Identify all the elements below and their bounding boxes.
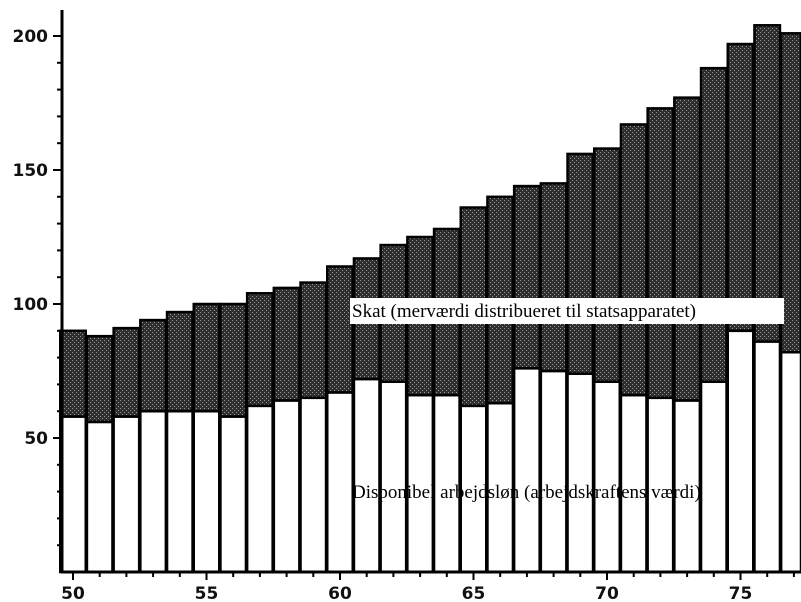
tax-bar [673, 96, 702, 402]
wage-bar [726, 329, 755, 574]
tick-labels: 50 100 150 200 50 55 60 65 70 75 [13, 27, 753, 602]
wage-bar [699, 380, 728, 574]
x-tick-label: 65 [462, 584, 486, 602]
tax-label-background [350, 298, 784, 324]
wage-bar [85, 420, 114, 574]
wage-bar [165, 409, 194, 574]
wage-bar [753, 340, 782, 574]
annotation-layer: Skat (merværdi distribueret til statsapp… [350, 298, 784, 503]
wage-bar [272, 399, 301, 574]
wage-bar [566, 372, 595, 574]
tax-bar [139, 318, 168, 413]
wage-bar [59, 415, 87, 574]
wage-bar [299, 396, 328, 574]
y-tick-label: 150 [13, 161, 49, 181]
tax-bar [272, 286, 301, 402]
wage-bar [352, 377, 381, 574]
tax-bar [619, 123, 648, 397]
tax-bar [299, 281, 328, 400]
tax-bar [539, 182, 568, 373]
tax-bar [726, 42, 755, 333]
tax-bar [699, 66, 728, 383]
tax-bar [165, 310, 194, 413]
wage-bar [112, 415, 141, 574]
axes [53, 10, 801, 580]
y-tick-label: 100 [13, 295, 49, 315]
tax-series-label: Skat (merværdi distribueret til statsapp… [352, 301, 696, 322]
tax-bar [512, 184, 541, 370]
tax-bar [646, 107, 675, 400]
tax-bar [245, 292, 274, 408]
tax-bar [85, 334, 114, 424]
x-tick-label: 75 [729, 584, 753, 602]
wage-bar [779, 350, 801, 574]
tax-bar [593, 147, 621, 383]
y-tick-label: 50 [24, 429, 48, 449]
tax-bar [326, 265, 354, 394]
wage-series-label: Disponibel arbejdsløn (arbejdskraftens v… [352, 482, 701, 503]
y-tick-label: 200 [13, 27, 49, 47]
x-tick-label: 50 [61, 584, 85, 602]
tax-bar [59, 329, 87, 418]
wage-bar [245, 404, 274, 574]
tax-bar [112, 326, 141, 418]
wage-bar [219, 415, 248, 574]
wage-bar [539, 369, 568, 574]
wage-bar [192, 409, 221, 574]
wage-bar [326, 391, 354, 574]
wage-bar [406, 393, 435, 574]
tax-bar [566, 152, 595, 375]
wage-bar [512, 367, 541, 574]
tax-bar [192, 302, 221, 413]
tax-bar [779, 32, 801, 354]
wage-bar [593, 380, 621, 574]
x-tick-label: 60 [328, 584, 352, 602]
wage-bar [379, 380, 408, 574]
x-tick-label: 55 [195, 584, 219, 602]
x-tick-label: 70 [595, 584, 619, 602]
wage-bar [139, 409, 168, 574]
tax-bar [219, 302, 248, 418]
tax-bar [753, 24, 782, 343]
